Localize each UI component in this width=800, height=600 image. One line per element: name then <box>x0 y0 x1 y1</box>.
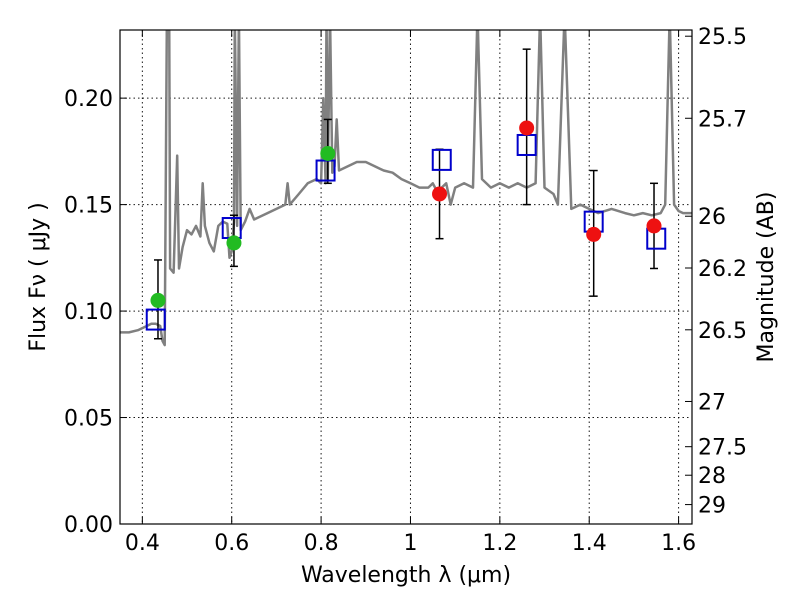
right-tick-label: 25.5 <box>698 25 747 50</box>
right-tick-label: 29 <box>698 494 726 519</box>
right-tick-label: 25.7 <box>698 107 747 132</box>
observed-flux-point <box>150 292 166 308</box>
x-tick-label: 0.6 <box>214 531 249 556</box>
y-tick-label: 0.15 <box>64 194 113 219</box>
plot-frame <box>119 29 693 525</box>
right-tick-label: 26 <box>698 205 726 230</box>
plot-background <box>120 30 692 524</box>
right-tick-label: 27.5 <box>698 436 747 461</box>
x-tick-label: 1 <box>403 531 417 556</box>
right-tick-label: 28 <box>698 464 726 489</box>
y-axis-right-label: Magnitude (AB) <box>754 192 779 363</box>
right-tick-label: 26.5 <box>698 319 747 344</box>
x-tick-label: 1.2 <box>482 531 517 556</box>
axes-ticks: 0.4 0.6 0.8 1 1.2 1.4 1.6 0.00 0.05 0.10 0.15 0.20 2… <box>64 25 747 556</box>
y-axis-label: Flux Fν ( μJy ) <box>26 202 51 351</box>
x-tick-label: 0.8 <box>304 531 339 556</box>
observed-flux-point <box>432 186 448 202</box>
right-tick-label: 27 <box>698 390 726 415</box>
model-photometry-point <box>431 148 452 171</box>
right-tick-label: 26.2 <box>698 257 747 282</box>
observed-flux-point <box>586 226 602 242</box>
x-tick-label: 1.6 <box>661 531 696 556</box>
observed-flux-point <box>519 120 535 136</box>
y-tick-label: 0.10 <box>64 300 113 325</box>
y-tick-label: 0.00 <box>64 513 113 538</box>
observed-flux-point <box>646 218 662 234</box>
model-photometry-point <box>145 308 166 331</box>
x-tick-label: 1.4 <box>572 531 607 556</box>
y-tick-label: 0.05 <box>64 407 113 432</box>
observed-flux-point <box>226 235 242 251</box>
observed-flux-point <box>320 146 336 161</box>
x-tick-label: 0.4 <box>125 531 160 556</box>
x-axis-label: Wavelength λ (μm) <box>301 563 511 588</box>
y-tick-label: 0.20 <box>64 87 113 112</box>
markers <box>145 120 667 331</box>
